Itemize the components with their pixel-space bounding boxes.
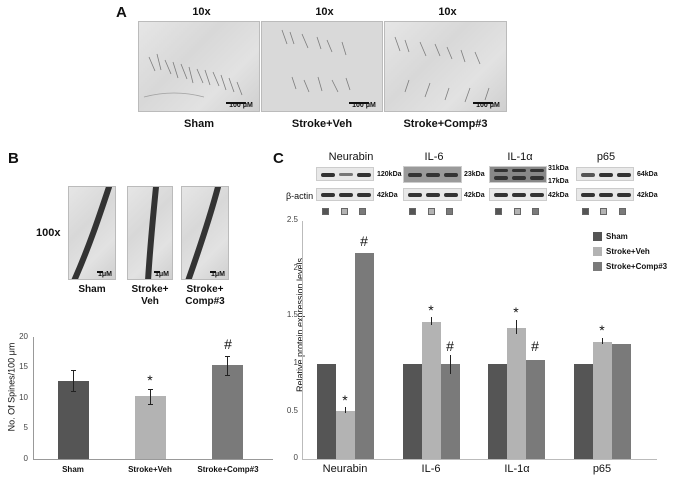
dendrite-label-sham: Sham (78, 284, 106, 295)
bar-sham (58, 381, 89, 459)
micrograph-sham-10x: 100 μM (138, 21, 260, 112)
micrograph-stroke-comp3-10x: 100 μM (384, 21, 507, 112)
blot-il1a (489, 166, 547, 183)
bar-il1a-sham (488, 364, 507, 459)
protein-expression-chart: Relative protein expression levels 2.5 2… (286, 215, 668, 475)
scale-bar: 100 μM (473, 102, 503, 109)
blot-p65 (576, 167, 634, 181)
bar-neurabin-stroke-comp3 (355, 253, 374, 459)
significance-star: * (147, 372, 153, 388)
blot-neurabin (316, 167, 374, 181)
bar-il6-stroke-veh (422, 322, 441, 459)
blot-il6 (403, 166, 462, 183)
micrograph-stroke-veh-10x: 100 μM (261, 21, 383, 112)
dendrite-sham: 1μM (68, 186, 116, 280)
spine-density-chart: No. Of Spines/100 μm 20 15 10 5 0 * # Sh… (0, 310, 280, 478)
group-label-stroke-veh: Stroke+Veh (291, 118, 353, 130)
y-axis (33, 337, 34, 459)
x-axis (33, 459, 273, 460)
panel-b-label: B (8, 150, 19, 167)
group-label-sham: Sham (184, 118, 214, 130)
scale-bar: 100 μM (226, 102, 256, 109)
bar-il1a-stroke-veh (507, 328, 526, 459)
blot-title-il1a: IL-1α (507, 151, 533, 163)
panel-a-mag-3: 10x (438, 6, 457, 18)
blot-actin-2 (403, 188, 462, 201)
bar-il6-stroke-comp3 (441, 364, 460, 459)
y-axis (302, 221, 303, 459)
loading-control-label: β-actin (286, 191, 314, 201)
blot-title-p65: p65 (596, 151, 616, 163)
dendrite-stroke-comp3: 1μM (181, 186, 229, 280)
blot-title-il6: IL-6 (424, 151, 444, 163)
legend-item-sham: Sham (593, 232, 628, 241)
x-axis (302, 459, 657, 460)
bar-il6-sham (403, 364, 422, 459)
lane-swatch-sham (322, 208, 329, 215)
panel-a-mag-1: 10x (192, 6, 211, 18)
lane-swatch-stroke-comp3 (359, 208, 366, 215)
lane-swatch-stroke-veh (341, 208, 348, 215)
dendrite-stroke-veh: 1μM (127, 186, 173, 280)
bar-neurabin-sham (317, 364, 336, 459)
scale-bar: 100 μM (349, 102, 379, 109)
bar-p65-sham (574, 364, 593, 459)
dendrite-label-stroke-veh: Stroke+ Veh (131, 284, 169, 307)
bar-neurabin-stroke-veh (336, 411, 355, 459)
blot-actin-1 (316, 188, 374, 201)
dendrite-label-stroke-comp3: Stroke+ Comp#3 (185, 284, 225, 307)
panel-a-label: A (116, 4, 127, 21)
bar-il1a-stroke-comp3 (526, 360, 545, 459)
panel-b-magnification: 100x (36, 227, 61, 239)
significance-hash: # (224, 336, 232, 352)
bar-stroke-veh (135, 396, 166, 459)
panel-c-label: C (273, 150, 284, 167)
y-axis-label: Relative protein expression levels (295, 257, 305, 393)
panel-a-mag-2: 10x (315, 6, 334, 18)
blot-actin-3 (489, 188, 547, 201)
bar-stroke-comp3 (212, 365, 243, 459)
legend-item-stroke-comp3: Stroke+Comp#3 (593, 262, 667, 271)
blot-title-neurabin: Neurabin (328, 151, 374, 163)
bar-p65-stroke-comp3 (612, 344, 631, 459)
legend-item-stroke-veh: Stroke+Veh (593, 247, 650, 256)
group-label-stroke-comp3: Stroke+Comp#3 (403, 118, 488, 130)
bar-p65-stroke-veh (593, 342, 612, 459)
blot-actin-4 (576, 188, 634, 201)
